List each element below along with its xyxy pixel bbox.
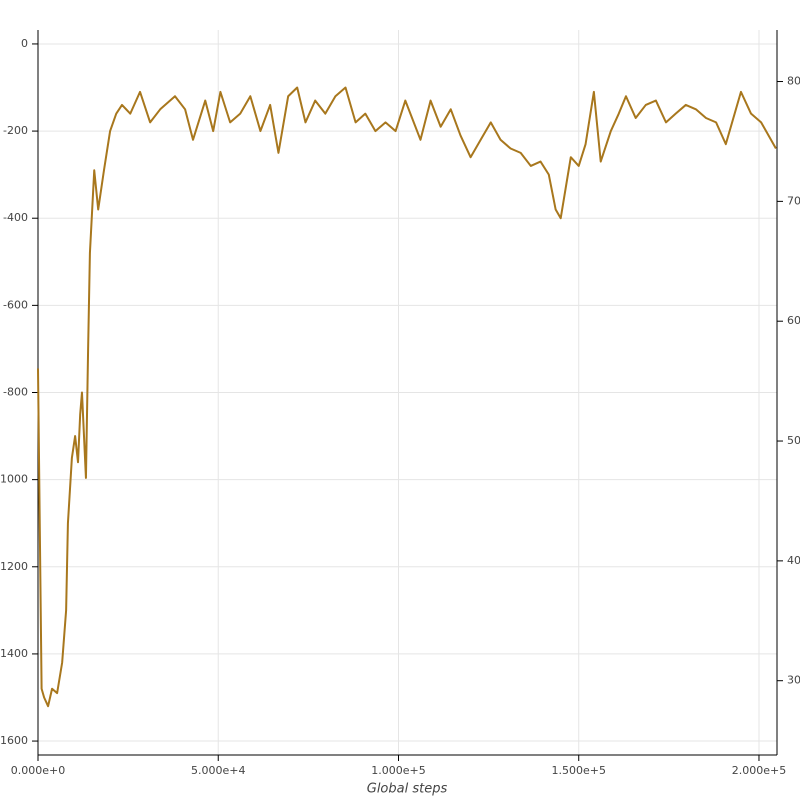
y2-tick-label: 70 [787, 194, 800, 207]
x-axis-title: Global steps [367, 782, 448, 797]
y-tick-label: -800 [3, 386, 28, 399]
y-tick-label: -200 [3, 124, 28, 137]
x-tick-label: 5.000e+4 [191, 764, 245, 777]
x-tick-label: 1.500e+5 [551, 764, 605, 777]
y-tick-label: 0 [21, 37, 28, 50]
line-series [37, 86, 777, 708]
x-tick-label: 0.000e+0 [11, 764, 65, 777]
y2-tick-label: 40 [787, 554, 800, 567]
y-tick-label: -600 [3, 298, 28, 311]
y-tick-label: -1200 [0, 560, 28, 573]
x-tick-label: 2.000e+5 [732, 764, 786, 777]
y-tick-label: -1400 [0, 647, 28, 660]
y2-tick-label: 50 [787, 434, 800, 447]
y-tick-label: -1000 [0, 473, 28, 486]
y2-tick-label: 30 [787, 674, 800, 687]
x-tick-label: 1.000e+5 [371, 764, 425, 777]
y-tick-label: -1600 [0, 734, 28, 747]
y-tick-label: -400 [3, 211, 28, 224]
y2-tick-label: 60 [787, 314, 800, 327]
y2-tick-label: 80 [787, 75, 800, 88]
